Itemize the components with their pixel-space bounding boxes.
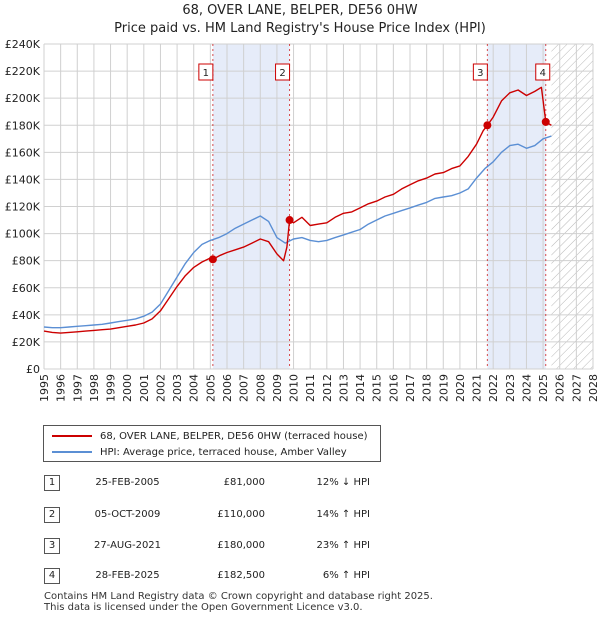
sale-hpi-diff: 23% ↑ HPI [316, 540, 370, 551]
x-tick-label: 2007 [238, 374, 251, 402]
x-tick-label: 2014 [354, 374, 367, 402]
sale-marker-box [198, 63, 214, 81]
x-tick-label: 1995 [38, 374, 51, 402]
x-tick-label: 2021 [471, 374, 484, 402]
x-tick-label: 2009 [271, 374, 284, 402]
legend-label-property: 68, OVER LANE, BELPER, DE56 0HW (terrace… [100, 430, 368, 442]
x-tick-label: 1999 [105, 374, 118, 402]
sale-date: 05-OCT-2009 [94, 509, 161, 520]
x-tick-label: 2026 [554, 374, 567, 402]
sale-marker-box [472, 63, 488, 81]
sale-number-badge: 4 [44, 568, 60, 584]
x-tick-label: 2001 [138, 374, 151, 402]
y-tick-label: £160K [5, 146, 41, 159]
x-tick-label: 2028 [587, 374, 600, 402]
x-tick-label: 2022 [487, 374, 500, 402]
y-tick-label: £120K [5, 201, 41, 214]
sale-row: 1 25-FEB-2005 £81,000 12% ↓ HPI [0, 475, 600, 493]
sale-marker-label: 3 [477, 68, 483, 79]
sale-marker-label: 4 [540, 68, 546, 79]
sale-row: 3 27-AUG-2021 £180,000 23% ↑ HPI [0, 538, 600, 556]
x-tick-label: 2002 [154, 374, 167, 402]
sale-price: £182,500 [217, 570, 265, 581]
x-tick-label: 2023 [504, 374, 517, 402]
y-tick-label: £200K [5, 92, 41, 105]
sale-point [541, 117, 550, 126]
x-tick-label: 2005 [204, 374, 217, 402]
x-tick-label: 2006 [221, 374, 234, 402]
x-tick-label: 2027 [570, 374, 583, 402]
y-tick-label: £220K [5, 65, 41, 78]
sale-date: 27-AUG-2021 [93, 540, 162, 551]
y-tick-label: £100K [5, 228, 41, 241]
y-tick-label: £20K [12, 336, 41, 349]
sale-hpi-diff: 6% ↑ HPI [322, 570, 370, 581]
legend-item-hpi: HPI: Average price, terraced house, Ambe… [52, 445, 347, 459]
sale-number-badge: 3 [44, 538, 60, 554]
x-tick-label: 2015 [371, 374, 384, 402]
chart-title: 68, OVER LANE, BELPER, DE56 0HW [182, 3, 418, 18]
x-tick-label: 2012 [321, 374, 334, 402]
sale-number-badge: 2 [44, 507, 60, 523]
sale-point [285, 216, 294, 225]
chart-legend: 68, OVER LANE, BELPER, DE56 0HW (terrace… [43, 425, 381, 462]
sale-row: 4 28-FEB-2025 £182,500 6% ↑ HPI [0, 568, 600, 586]
x-tick-label: 2003 [171, 374, 184, 402]
chart-subtitle: Price paid vs. HM Land Registry's House … [114, 21, 486, 36]
x-tick-label: 2025 [537, 374, 550, 402]
sale-point [483, 121, 492, 130]
x-tick-label: 2019 [437, 374, 450, 402]
x-tick-label: 1998 [88, 374, 101, 402]
legend-swatch-property [52, 435, 92, 437]
sale-price: £81,000 [223, 477, 265, 488]
x-tick-label: 2024 [520, 374, 533, 402]
sale-hpi-diff: 14% ↑ HPI [316, 509, 370, 520]
sale-row: 2 05-OCT-2009 £110,000 14% ↑ HPI [0, 507, 600, 525]
series-line-hpi [43, 135, 552, 329]
sale-marker-label: 1 [203, 68, 209, 79]
y-tick-label: £60K [12, 282, 41, 295]
sale-marker-label: 2 [279, 68, 285, 79]
x-tick-label: 2000 [121, 374, 134, 402]
sale-number-badge: 1 [44, 475, 60, 491]
footer-notice: Contains HM Land Registry data © Crown c… [44, 591, 433, 613]
footer-licence: This data is licensed under the Open Gov… [44, 602, 363, 613]
sale-marker-box [535, 63, 551, 81]
sale-marker-box [275, 63, 291, 81]
sale-date: 28-FEB-2025 [95, 570, 160, 581]
price-chart: £0 £20K £40K £60K £80K £100K £120K £140K £160K £1… [5, 38, 600, 402]
y-tick-label: £140K [5, 173, 41, 186]
sale-hpi-diff: 12% ↓ HPI [316, 477, 370, 488]
y-tick-label: £240K [5, 38, 41, 51]
x-tick-label: 2018 [421, 374, 434, 402]
x-tick-label: 2020 [454, 374, 467, 402]
x-tick-label: 2013 [337, 374, 350, 402]
sale-price: £180,000 [217, 540, 265, 551]
x-tick-label: 2017 [404, 374, 417, 402]
x-tick-label: 2004 [188, 374, 201, 402]
series-line-property [43, 86, 552, 334]
y-tick-label: £0 [26, 363, 40, 376]
x-tick-label: 2010 [288, 374, 301, 402]
x-tick-label: 2016 [387, 374, 400, 402]
sale-date: 25-FEB-2005 [95, 477, 160, 488]
legend-swatch-hpi [52, 451, 92, 453]
x-tick-label: 1997 [71, 374, 84, 402]
x-tick-label: 2011 [304, 374, 317, 402]
y-tick-label: £80K [12, 255, 41, 268]
footer-copyright: Contains HM Land Registry data © Crown c… [44, 591, 433, 602]
sale-price: £110,000 [217, 509, 265, 520]
y-tick-label: £40K [12, 309, 41, 322]
sale-point [208, 255, 217, 264]
legend-item-property: 68, OVER LANE, BELPER, DE56 0HW (terrace… [52, 429, 368, 443]
x-tick-label: 2008 [254, 374, 267, 402]
x-tick-label: 1996 [55, 374, 68, 402]
y-tick-label: £180K [5, 119, 41, 132]
legend-label-hpi: HPI: Average price, terraced house, Ambe… [100, 446, 347, 458]
